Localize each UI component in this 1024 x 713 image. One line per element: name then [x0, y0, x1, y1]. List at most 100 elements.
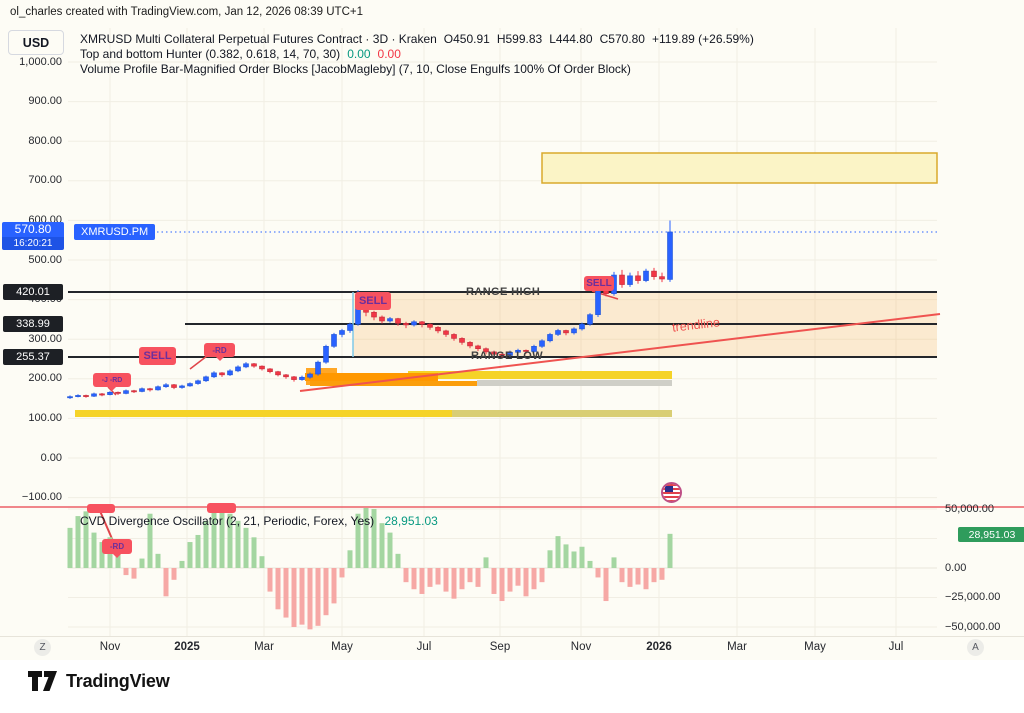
symbol-legend-row[interactable]: XMRUSD Multi Collateral Perpetual Future… [80, 32, 761, 46]
oscillator-bar [75, 516, 81, 568]
oscillator-bar [595, 568, 601, 578]
candle-body [171, 384, 177, 388]
oscillator-legend-row[interactable]: CVD Divergence Oscillator (2, 21, Period… [80, 514, 438, 528]
candle-body [251, 363, 257, 367]
oscillator-bar [323, 568, 329, 616]
oscillator-bar [619, 568, 625, 583]
price-axis-label: 700.00 [28, 174, 62, 187]
oscillator-bar [99, 542, 105, 568]
oscillator-bar [667, 533, 673, 568]
oscillator-series [67, 508, 673, 630]
candle-body [491, 351, 497, 355]
divergence-signal-badge: -J -RD [93, 373, 131, 391]
price-axis-label: 800.00 [28, 134, 62, 147]
indicator-volume-profile-name: Volume Profile Bar-Magnified Order Block… [80, 62, 631, 76]
candle-body [307, 373, 313, 378]
candle-body [427, 323, 433, 328]
candle-body [547, 334, 553, 342]
time-axis-label: 2025 [174, 641, 200, 653]
time-axis-label: May [331, 641, 353, 653]
candle-body [339, 330, 345, 335]
price-axis-label: 100.00 [28, 411, 62, 424]
oscillator-signal-badge: -RD [102, 539, 132, 558]
oscillator-bar [363, 508, 369, 568]
oscillator-bar [155, 553, 161, 568]
timezone-button[interactable]: Z [34, 639, 51, 656]
oscillator-bar [203, 520, 209, 568]
oscillator-bar [395, 553, 401, 568]
candle-body [667, 231, 673, 280]
oscillator-bar [523, 568, 529, 597]
candle-body [635, 275, 641, 281]
time-axis-label: Jul [416, 641, 432, 653]
candle-body [627, 275, 633, 285]
oscillator-bar [547, 550, 553, 568]
candle-body [443, 330, 449, 335]
candle-body [323, 346, 329, 363]
candle-body [147, 388, 153, 391]
volume-profile-band [408, 371, 672, 374]
volume-profile-band [477, 380, 672, 386]
divergence-signal-badge: -RD [204, 343, 235, 361]
oscillator-bar [507, 568, 513, 592]
currency-unit-button[interactable]: USD [8, 30, 64, 55]
candle-body [75, 395, 81, 397]
oscillator-bar [515, 568, 521, 586]
candle-body [587, 314, 593, 325]
oscillator-axis-label: 0.00 [945, 561, 967, 574]
us-flag-event-icon[interactable] [661, 482, 682, 503]
tradingview-logo-text: TradingView [66, 671, 170, 691]
candle-body [459, 338, 465, 343]
candle-body [643, 270, 649, 281]
oscillator-bar [235, 520, 241, 568]
oscillator-bar [371, 509, 377, 568]
price-axis-label: 500.00 [28, 253, 62, 266]
oscillator-bar [115, 551, 121, 568]
candle-body [507, 351, 513, 356]
auto-scale-button[interactable]: A [967, 639, 984, 656]
candle-body [283, 374, 289, 378]
candle-body [387, 318, 393, 322]
candle-body [475, 345, 481, 350]
candle-body [331, 334, 337, 347]
oscillator-bar [67, 527, 73, 568]
oscillator-bar [435, 568, 441, 585]
candle-body [211, 372, 217, 378]
oscillator-bar [443, 568, 449, 592]
target-zone-box [541, 152, 938, 184]
indicator-legend-hunter[interactable]: Top and bottom Hunter (0.382, 0.618, 14,… [80, 47, 408, 61]
oscillator-bar [347, 550, 353, 568]
candle-body [67, 396, 73, 399]
tradingview-logo[interactable]: TradingView [28, 671, 170, 692]
oscillator-bar [227, 513, 233, 568]
oscillator-bar [491, 568, 497, 594]
candle-body [291, 376, 297, 380]
candle-body [419, 321, 425, 325]
candle-body [219, 372, 225, 376]
oscillator-value: 28,951.03 [384, 514, 438, 528]
oscillator-bar [275, 568, 281, 610]
osc-badge-connector [99, 510, 114, 542]
indicator-legend-volume-profile[interactable]: Volume Profile Bar-Magnified Order Block… [80, 62, 638, 76]
candle-body [467, 342, 473, 347]
badge-pointer-line [189, 355, 208, 370]
price-axis-label: 900.00 [28, 95, 62, 108]
oscillator-bar [387, 532, 393, 568]
candle-body [139, 388, 145, 392]
time-axis-label: May [804, 641, 826, 653]
oscillator-bar [267, 568, 273, 592]
candle-body [243, 363, 249, 368]
ohlc-low: L444.80 [549, 32, 593, 46]
candle-body [379, 316, 385, 322]
ohlc-open: O450.91 [443, 32, 490, 46]
symbol-title: XMRUSD Multi Collateral Perpetual Future… [80, 32, 437, 46]
ohlc-change: +119.89 (+26.59%) [651, 32, 754, 46]
price-level-badge-2: 338.99 [3, 316, 63, 332]
indicator-hunter-value-red: 0.00 [377, 47, 401, 61]
oscillator-bar [211, 511, 217, 568]
oscillator-axis-label: −25,000.00 [945, 590, 1001, 603]
tradingview-logo-icon [28, 671, 57, 691]
oscillator-bar [651, 568, 657, 583]
